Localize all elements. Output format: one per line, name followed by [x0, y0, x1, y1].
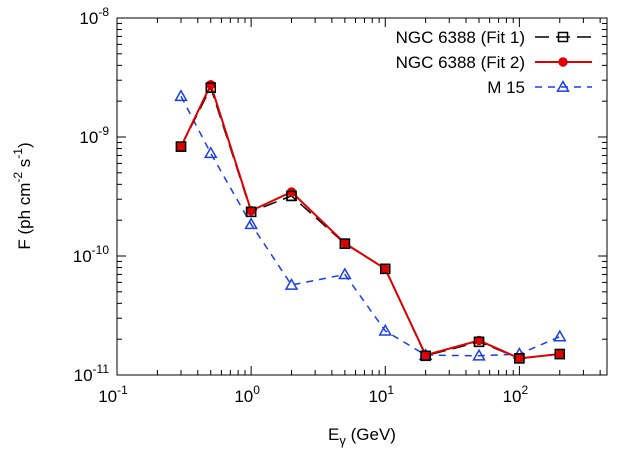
data-point	[206, 80, 216, 90]
legend-label: M 15	[487, 78, 525, 97]
y-tick-exponent: -10	[92, 243, 110, 257]
series-0	[175, 82, 566, 364]
y-axis-label-sup1: -2	[11, 172, 25, 183]
data-point	[552, 329, 567, 342]
y-tick-exponent: -8	[98, 5, 109, 19]
x-tick-exponent: 2	[522, 383, 529, 397]
series-line	[180, 95, 561, 357]
data-point	[555, 349, 565, 359]
x-tick-exponent: 0	[253, 383, 260, 397]
y-tick-base: 10	[73, 247, 92, 266]
y-tick-base: 10	[79, 9, 98, 28]
y-tick-label: 10-10	[73, 243, 110, 266]
data-point	[340, 238, 350, 248]
data-point	[514, 353, 525, 364]
data-point	[378, 323, 393, 336]
legend-entry: NGC 6388 (Fit 2)	[396, 53, 592, 72]
data-point	[203, 146, 218, 159]
x-axis-label-rest: (GeV)	[346, 425, 396, 444]
data-point	[554, 348, 566, 360]
x-tick-label: 102	[503, 383, 529, 406]
y-axis-label-sup2: -1	[11, 148, 25, 159]
legend-marker	[558, 57, 568, 67]
legend-label: NGC 6388 (Fit 1)	[396, 28, 525, 47]
series-1	[176, 80, 565, 364]
y-axis-label: F (ph cm-2 s-1)	[11, 142, 34, 249]
y-tick-base: 10	[74, 366, 93, 385]
data-point	[420, 350, 431, 360]
legend-marker	[557, 31, 569, 43]
x-tick-base: 10	[368, 387, 387, 406]
x-tick-exponent: -1	[117, 383, 128, 397]
data-point	[244, 217, 258, 230]
x-tick-label: 100	[234, 383, 260, 406]
legend-marker	[556, 79, 570, 92]
y-tick-label: 10-8	[79, 5, 109, 28]
data-point	[286, 190, 297, 202]
data-point	[174, 89, 188, 102]
data-point	[175, 141, 187, 152]
x-tick-label: 101	[368, 383, 394, 406]
data-point	[339, 238, 351, 249]
series-line	[180, 82, 560, 360]
series-line	[180, 85, 560, 360]
x-tick-base: 10	[234, 387, 253, 406]
y-axis-label-main: F (ph cm	[15, 183, 34, 250]
series-2	[174, 89, 567, 361]
y-tick-label: 10-9	[79, 124, 109, 147]
x-axis-label-main: E	[328, 425, 339, 444]
data-point	[472, 348, 486, 361]
y-tick-exponent: -9	[98, 124, 109, 138]
y-tick-base: 10	[79, 128, 98, 147]
x-axis-label: Eγ (GeV)	[328, 425, 396, 448]
plot-frame	[116, 17, 608, 376]
series-0-markers-top	[175, 82, 566, 364]
x-tick-base: 10	[503, 387, 522, 406]
data-point	[473, 336, 485, 348]
data-point	[176, 141, 186, 152]
x-tick-label: 10-1	[98, 383, 128, 406]
data-point	[380, 263, 391, 275]
data-point	[245, 206, 257, 218]
y-tick-label: 10-11	[74, 362, 110, 385]
x-tick-base: 10	[98, 387, 117, 406]
data-point	[420, 350, 431, 362]
data-point	[338, 267, 352, 280]
data-point	[284, 278, 299, 290]
data-point	[205, 82, 217, 93]
y-axis-label-mid: s	[15, 159, 34, 172]
x-tick-exponent: 1	[387, 383, 394, 397]
y-tick-exponent: -11	[93, 362, 110, 376]
data-point	[380, 264, 390, 274]
x-axis-label-subscript: γ	[339, 433, 346, 448]
y-axis-label-end: )	[15, 142, 34, 148]
legend-label: NGC 6388 (Fit 2)	[396, 53, 525, 72]
legend-entry: NGC 6388 (Fit 1)	[396, 28, 592, 47]
legend-entry: M 15	[487, 78, 592, 97]
data-point	[514, 353, 525, 364]
